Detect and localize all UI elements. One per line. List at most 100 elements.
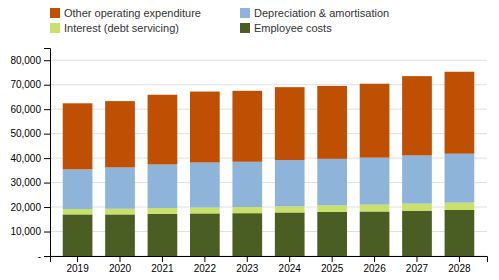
bar xyxy=(105,214,135,256)
y-tick: 80,000 xyxy=(10,55,50,66)
x-tick-mark xyxy=(459,256,460,262)
x-tick: 2026 xyxy=(363,256,386,274)
grid-line xyxy=(50,60,487,61)
x-tick-label: 2023 xyxy=(236,263,259,274)
legend-swatch xyxy=(50,8,60,18)
y-tick-mark xyxy=(44,134,50,135)
y-tick-mark xyxy=(44,109,50,110)
bar xyxy=(445,210,475,256)
y-axis-line xyxy=(44,49,51,257)
bar xyxy=(148,208,178,214)
x-tick: 2022 xyxy=(194,256,217,274)
legend-item: Other operating expenditure xyxy=(50,7,201,19)
bar xyxy=(63,169,93,209)
legend-label: Employee costs xyxy=(254,22,332,34)
x-tick-mark xyxy=(247,256,248,262)
bar xyxy=(445,72,475,154)
bar xyxy=(402,211,432,256)
plot: - 10,000 20,000 30,000 40,000 50,000 60,000 70,… xyxy=(10,49,487,275)
legend-label: Interest (debt servicing) xyxy=(64,22,179,34)
y-tick-mark xyxy=(44,256,50,257)
x-tick-label: 2021 xyxy=(151,263,174,274)
x-tick: 2021 xyxy=(151,256,174,274)
x-tick-label: 2026 xyxy=(363,263,386,274)
bar xyxy=(317,212,347,256)
legend-swatch xyxy=(50,23,60,33)
y-tick-label: 40,000 xyxy=(10,153,41,164)
bar xyxy=(317,159,347,205)
x-tick: 2019 xyxy=(66,256,89,274)
bar xyxy=(275,206,305,212)
y-tick-label: 80,000 xyxy=(10,55,41,66)
legend-item: Employee costs xyxy=(240,22,332,34)
x-tick-label: 2022 xyxy=(194,263,217,274)
x-tick-mark xyxy=(162,256,163,262)
x-tick-label: 2028 xyxy=(448,263,471,274)
bar xyxy=(275,87,305,160)
bar xyxy=(148,95,178,165)
grid xyxy=(50,60,487,256)
bar xyxy=(360,211,390,256)
y-tick-label: 50,000 xyxy=(10,128,41,139)
bar xyxy=(148,214,178,256)
y-tick-label: 60,000 xyxy=(10,104,41,115)
x-tick-label: 2019 xyxy=(66,263,89,274)
x-axis: 2019 2020 2021 2022 2023 2024 2025 2026 2027 2028 xyxy=(51,256,488,274)
y-tick-mark xyxy=(44,232,50,233)
legend-label: Other operating expenditure xyxy=(64,7,201,19)
bar xyxy=(360,84,390,158)
y-tick: 40,000 xyxy=(10,153,50,164)
bar xyxy=(190,92,220,163)
x-tick: 2020 xyxy=(109,256,132,274)
bar xyxy=(232,91,262,162)
bar-series xyxy=(63,72,475,170)
bar xyxy=(360,158,390,205)
x-tick-mark xyxy=(332,256,333,262)
bar xyxy=(402,204,432,211)
x-tick: 2023 xyxy=(236,256,259,274)
y-tick-mark xyxy=(44,207,50,208)
y-tick-mark xyxy=(44,158,50,159)
x-tick: 2024 xyxy=(279,256,302,274)
bar xyxy=(63,209,93,214)
x-tick-mark xyxy=(374,256,375,262)
y-tick: 50,000 xyxy=(10,128,50,139)
x-tick: 2025 xyxy=(321,256,344,274)
y-tick-label: - xyxy=(38,251,41,262)
bar xyxy=(402,155,432,203)
y-tick: 30,000 xyxy=(10,177,50,188)
x-tick-mark xyxy=(204,256,205,262)
y-tick-label: 10,000 xyxy=(10,226,41,237)
bar xyxy=(317,86,347,159)
x-tick-label: 2025 xyxy=(321,263,344,274)
bar xyxy=(445,203,475,210)
bar xyxy=(105,209,135,215)
bar xyxy=(105,167,135,208)
bar xyxy=(402,76,432,155)
y-tick: - xyxy=(38,251,50,262)
y-tick-label: 70,000 xyxy=(10,79,41,90)
legend-item: Depreciation & amortisation xyxy=(240,7,389,19)
x-tick-label: 2024 xyxy=(279,263,302,274)
bar xyxy=(63,103,93,169)
bar xyxy=(275,160,305,206)
x-tick: 2028 xyxy=(448,256,471,274)
bar xyxy=(105,101,135,167)
bar xyxy=(232,213,262,256)
bar-series xyxy=(63,210,475,256)
bar xyxy=(63,214,93,256)
y-tick: 60,000 xyxy=(10,104,50,115)
chart: - 10,000 20,000 30,000 40,000 50,000 60,000 70,… xyxy=(0,0,499,280)
bar xyxy=(190,213,220,256)
y-tick: 20,000 xyxy=(10,202,50,213)
x-tick: 2027 xyxy=(406,256,429,274)
bar xyxy=(275,212,305,256)
bar xyxy=(317,205,347,212)
x-tick-label: 2020 xyxy=(109,263,132,274)
bar xyxy=(232,207,262,213)
bar xyxy=(360,205,390,212)
bar xyxy=(190,163,220,208)
legend-label: Depreciation & amortisation xyxy=(254,7,389,19)
x-tick-mark xyxy=(120,256,121,262)
y-tick-mark xyxy=(44,183,50,184)
